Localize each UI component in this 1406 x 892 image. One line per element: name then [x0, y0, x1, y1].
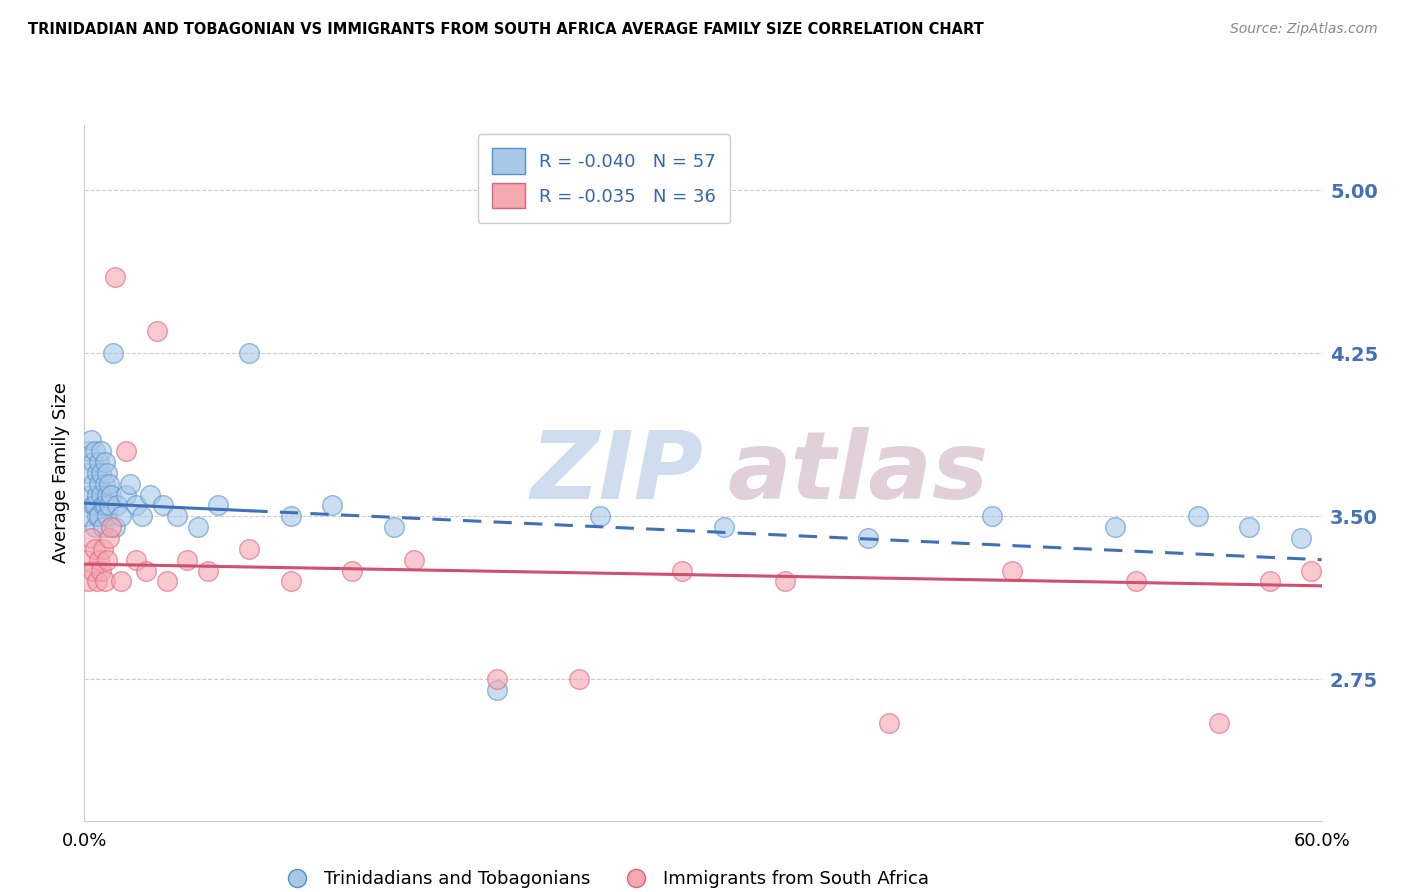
Point: [82, 455, 104, 469]
Point: [79, 433, 101, 447]
Point: [87, 552, 110, 567]
Point: [96, 552, 118, 567]
Point: [96, 509, 118, 524]
Point: [485, 683, 508, 698]
Point: [91, 541, 114, 556]
Point: [86, 574, 108, 589]
Legend: Trinidadians and Tobagonians, Immigrants from South Africa: Trinidadians and Tobagonians, Immigrants…: [271, 863, 936, 892]
Point: [91, 520, 114, 534]
Point: [87, 455, 110, 469]
Point: [90, 564, 112, 578]
Point: [321, 499, 343, 513]
Point: [280, 574, 302, 589]
Point: [104, 270, 127, 285]
Point: [82, 499, 104, 513]
Point: [83, 520, 105, 534]
Point: [1258, 574, 1281, 589]
Point: [103, 346, 125, 360]
Point: [82, 476, 104, 491]
Point: [1301, 564, 1323, 578]
Point: [139, 487, 162, 501]
Text: Source: ZipAtlas.com: Source: ZipAtlas.com: [1230, 22, 1378, 37]
Point: [404, 552, 426, 567]
Point: [1104, 520, 1126, 534]
Point: [166, 509, 188, 524]
Point: [94, 574, 117, 589]
Point: [1208, 715, 1230, 730]
Point: [98, 476, 121, 491]
Point: [1289, 531, 1312, 545]
Y-axis label: Average Family Size: Average Family Size: [52, 383, 70, 563]
Point: [197, 564, 219, 578]
Point: [131, 509, 153, 524]
Point: [568, 673, 591, 687]
Point: [980, 509, 1002, 524]
Point: [98, 499, 121, 513]
Point: [90, 444, 112, 458]
Point: [856, 531, 879, 545]
Point: [83, 541, 105, 556]
Point: [1001, 564, 1024, 578]
Point: [96, 487, 118, 501]
Point: [94, 476, 117, 491]
Point: [145, 325, 167, 339]
Point: [1125, 574, 1147, 589]
Point: [86, 466, 108, 480]
Point: [342, 564, 364, 578]
Point: [79, 487, 101, 501]
Text: TRINIDADIAN AND TOBAGONIAN VS IMMIGRANTS FROM SOUTH AFRICA AVERAGE FAMILY SIZE C: TRINIDADIAN AND TOBAGONIAN VS IMMIGRANTS…: [28, 22, 984, 37]
Point: [382, 520, 405, 534]
Point: [83, 499, 105, 513]
Point: [94, 499, 117, 513]
Point: [90, 487, 112, 501]
Point: [77, 574, 100, 589]
Point: [90, 466, 112, 480]
Point: [87, 476, 110, 491]
Point: [82, 564, 104, 578]
Point: [110, 509, 132, 524]
Point: [86, 509, 108, 524]
Point: [485, 673, 508, 687]
Point: [280, 509, 302, 524]
Point: [238, 346, 260, 360]
Point: [713, 520, 735, 534]
Point: [135, 564, 157, 578]
Point: [877, 715, 900, 730]
Point: [86, 487, 108, 501]
Point: [125, 552, 148, 567]
Point: [1187, 509, 1209, 524]
Point: [77, 444, 100, 458]
Point: [775, 574, 797, 589]
Point: [87, 509, 110, 524]
Point: [104, 520, 127, 534]
Point: [79, 531, 101, 545]
Point: [100, 487, 122, 501]
Point: [83, 444, 105, 458]
Point: [114, 444, 136, 458]
Point: [589, 509, 612, 524]
Point: [125, 499, 148, 513]
Point: [96, 466, 118, 480]
Point: [77, 466, 100, 480]
Point: [671, 564, 693, 578]
Point: [187, 520, 209, 534]
Text: atlas: atlas: [728, 426, 988, 519]
Point: [238, 541, 260, 556]
Point: [152, 499, 174, 513]
Point: [118, 476, 141, 491]
Point: [94, 455, 117, 469]
Point: [75, 552, 97, 567]
Point: [207, 499, 229, 513]
Text: ZIP: ZIP: [530, 426, 703, 519]
Point: [75, 509, 97, 524]
Point: [91, 499, 114, 513]
Point: [98, 531, 121, 545]
Point: [1239, 520, 1261, 534]
Point: [105, 499, 128, 513]
Point: [100, 520, 122, 534]
Point: [156, 574, 179, 589]
Point: [176, 552, 198, 567]
Point: [114, 487, 136, 501]
Point: [110, 574, 132, 589]
